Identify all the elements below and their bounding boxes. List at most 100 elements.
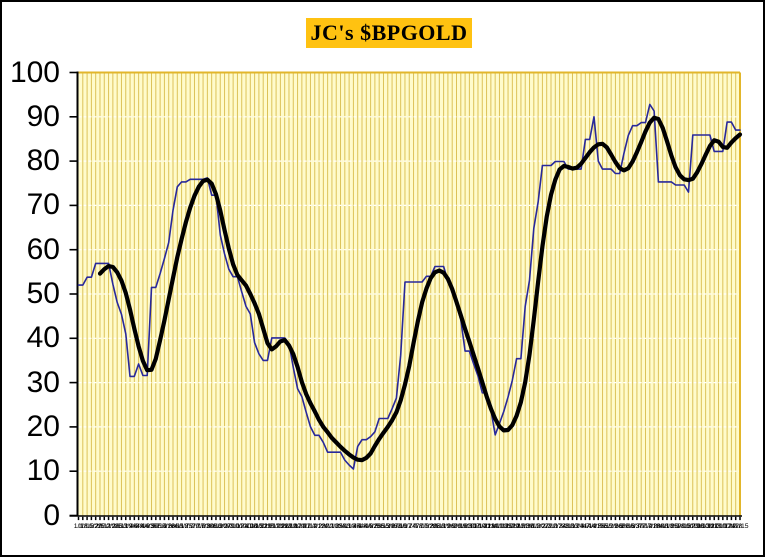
x-tick-label-79: 7/8	[413, 522, 423, 530]
x-tick-label-134: 7/28	[647, 522, 661, 530]
x-tick-label-14: 4/9	[133, 522, 144, 530]
x-tick-label-34: 8/27	[217, 522, 232, 530]
y-tick-label-50: 50	[26, 277, 60, 310]
x-tick-label-32: 8/13	[209, 522, 223, 530]
x-tick-label-51: 12/24	[289, 522, 307, 530]
x-tick-label-31: 8/6	[206, 522, 217, 530]
x-tick-label-80: 7/15	[415, 522, 429, 530]
x-tick-label-103: 12/23	[512, 522, 530, 530]
horizontal-gridlines	[78, 116, 740, 472]
x-tick-label-133: 7/21	[643, 522, 657, 530]
x-tick-label-3: 1/22	[84, 522, 98, 530]
x-tick-label-23: 6/11	[170, 522, 184, 530]
x-tick-label-7: 2/19	[101, 522, 116, 530]
x-tick-label-128: 6/16	[621, 522, 635, 530]
x-tick-label-0: 1/1	[73, 522, 84, 530]
x-tick-label-9: 3/5	[112, 522, 122, 530]
x-tick-label-104: 12/30	[516, 522, 534, 530]
x-tick-label-68: 4/22	[363, 522, 378, 530]
x-tick-label-66: 4/8	[357, 522, 367, 530]
x-tick-label-135: 8/4	[653, 522, 664, 530]
x-tick-label-64: 3/25	[346, 522, 361, 530]
x-tick-label-19: 5/14	[153, 522, 167, 530]
x-tick-label-95: 10/28	[478, 522, 496, 530]
x-tick-label-65: 4/1	[352, 522, 363, 530]
x-tick-label-43: 10/29	[254, 522, 272, 530]
x-tick-label-63: 3/18	[342, 522, 356, 530]
x-tick-label-137: 8/18	[660, 522, 674, 530]
x-tick-label-154: 12/15	[731, 522, 749, 530]
x-tick-label-117: 3/31	[574, 522, 588, 530]
x-tick-label-27: 7/9	[189, 522, 200, 530]
x-tick-label-26: 7/2	[185, 522, 195, 530]
x-tick-label-153: 12/8	[729, 522, 743, 530]
x-tick-label-125: 5/26	[608, 522, 623, 530]
y-tick-label-0: 0	[43, 498, 60, 532]
x-tick-label-122: 5/5	[597, 522, 608, 530]
chart-title: JC's $BPGOLD	[310, 20, 468, 45]
x-tick-label-41: 10/15	[246, 522, 264, 530]
x-tick-label-4: 1/29	[89, 522, 103, 530]
x-tick-label-5: 2/5	[95, 522, 105, 530]
x-tick-label-81: 7/22	[419, 522, 434, 530]
x-tick-label-70: 5/6	[374, 522, 384, 530]
chart-title-box: JC's $BPGOLD	[306, 18, 472, 48]
x-tick-label-29: 7/23	[196, 522, 210, 530]
x-tick-label-74: 6/3	[391, 522, 402, 530]
x-tick-label-10: 3/12	[114, 522, 129, 530]
x-tick-label-106: 1/13	[527, 522, 541, 530]
x-tick-label-99: 11/25	[495, 522, 513, 530]
x-tick-label-144: 10/6	[690, 522, 704, 530]
x-tick-label-24: 6/18	[174, 522, 189, 530]
x-tick-label-113: 3/3	[559, 522, 569, 530]
x-tick-label-38: 9/24	[235, 522, 249, 530]
x-tick-label-120: 4/21	[587, 522, 601, 530]
y-tick-label-40: 40	[26, 321, 60, 355]
x-tick-label-127: 6/9	[619, 522, 629, 530]
x-tick-label-2: 1/15	[80, 522, 94, 530]
x-tick-label-147: 10/27	[701, 522, 719, 530]
x-tick-label-22: 6/4	[168, 522, 178, 530]
x-tick-label-84: 8/12	[432, 522, 446, 530]
x-tick-label-59: 2/18	[325, 522, 339, 530]
x-tick-label-8: 2/26	[106, 522, 120, 530]
x-tick-label-90: 9/23	[458, 522, 472, 530]
x-tick-label-101: 12/9	[505, 522, 519, 530]
x-tick-label-44: 11/5	[261, 522, 274, 530]
x-tick-label-45: 11/12	[263, 522, 281, 530]
x-tick-label-123: 5/12	[600, 522, 614, 530]
x-tick-label-96: 11/4	[484, 522, 498, 530]
x-tick-label-54: 1/14	[303, 522, 318, 530]
x-tick-label-140: 9/8	[675, 522, 685, 530]
x-tick-label-48: 12/3	[278, 522, 292, 530]
y-tick-label-20: 20	[26, 409, 60, 443]
x-tick-label-88: 9/9	[451, 522, 462, 530]
x-tick-label-105: 1/6	[524, 522, 535, 530]
x-tick-label-40: 10/8	[243, 522, 257, 530]
x-tick-label-139: 9/1	[670, 522, 681, 530]
x-tick-label-86: 8/26	[441, 522, 455, 530]
x-tick-label-47: 11/26	[272, 522, 289, 530]
x-tick-label-151: 11/24	[718, 522, 736, 530]
x-tick-label-119: 4/14	[583, 522, 597, 530]
x-tick-label-57: 2/4	[318, 522, 329, 530]
x-tick-label-55: 1/21	[308, 522, 322, 530]
x-tick-label-75: 6/10	[394, 522, 408, 530]
x-tick-label-129: 6/23	[625, 522, 640, 530]
x-tick-label-76: 6/17	[398, 522, 412, 530]
x-tick-label-20: 5/21	[157, 522, 172, 530]
x-tick-label-130: 6/30	[630, 522, 644, 530]
x-tick-label-102: 12/16	[508, 522, 526, 530]
x-tick-label-17: 4/30	[144, 522, 159, 530]
x-tick-label-92: 10/7	[467, 522, 481, 530]
x-tick-label-42: 10/22	[250, 522, 268, 530]
x-tick-label-62: 3/11	[338, 522, 352, 530]
x-tick-label-71: 5/13	[376, 522, 391, 530]
x-tick-label-98: 11/18	[491, 522, 508, 530]
x-tick-label-78: 7/1	[408, 522, 419, 530]
x-tick-label-126: 6/2	[614, 522, 625, 530]
y-tick-label-100: 100	[9, 55, 60, 89]
x-tick-label-39: 10/1	[239, 522, 253, 530]
x-tick-label-89: 9/16	[454, 522, 468, 530]
